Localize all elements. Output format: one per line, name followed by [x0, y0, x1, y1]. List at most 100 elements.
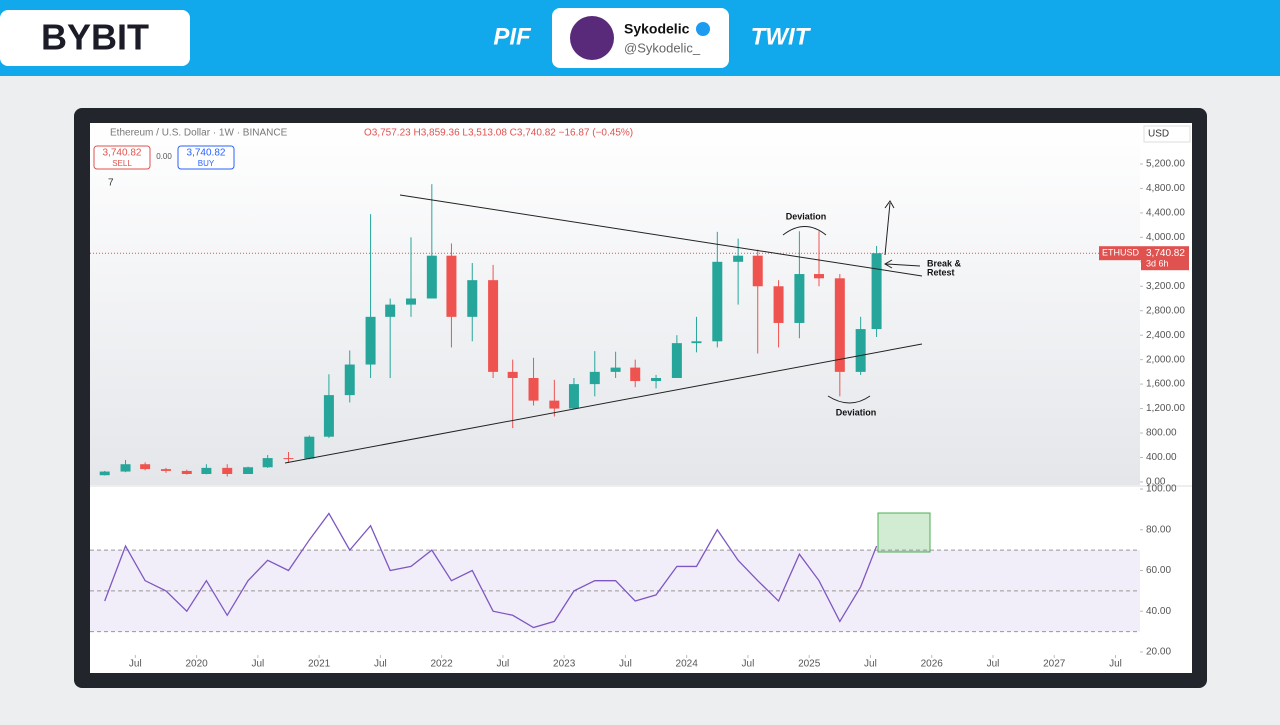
- y-tick-label: 4,800.00: [1146, 183, 1185, 194]
- x-tick-label: 2020: [185, 659, 208, 670]
- x-tick-label: 2023: [553, 659, 576, 670]
- candle-body: [855, 329, 866, 372]
- highlight-box: [877, 512, 931, 553]
- candle-body: [871, 253, 882, 330]
- x-tick-label: Jul: [864, 659, 877, 670]
- tag: PIF: [493, 23, 532, 50]
- y-tick-label: 2,400.00: [1146, 330, 1185, 341]
- candle-body: [773, 286, 784, 323]
- candle-body: [733, 255, 744, 262]
- y-tick-label: 1,600.00: [1146, 379, 1185, 390]
- y-tick-label: 2,800.00: [1146, 305, 1185, 316]
- y-tick-label: 20.00: [1146, 647, 1171, 658]
- annotation: Deviation: [786, 211, 827, 221]
- y-tick-label: 5,200.00: [1146, 159, 1185, 170]
- candle-body: [589, 371, 600, 385]
- indicator-count: 7: [108, 178, 114, 189]
- tag: TWIT: [751, 23, 812, 50]
- x-tick-label: Jul: [619, 659, 632, 670]
- candle-body: [99, 471, 110, 476]
- buy-button[interactable]: [177, 145, 235, 170]
- candle-body: [794, 274, 805, 323]
- y-tick-label: 2,000.00: [1146, 354, 1185, 365]
- arc: [827, 395, 871, 404]
- countdown: 3d 6h: [1146, 259, 1169, 269]
- trendline: [399, 194, 923, 277]
- rsi-line: [104, 512, 878, 629]
- candle-body: [507, 371, 518, 378]
- candle-body: [467, 280, 478, 317]
- candle-body: [671, 343, 682, 378]
- candle-body: [385, 304, 396, 317]
- x-tick-label: 2021: [308, 659, 331, 670]
- logo-box: [0, 10, 190, 66]
- candle-body: [528, 377, 539, 401]
- user-handle: @Sykodelic_: [624, 40, 701, 55]
- user-name: Sykodelic: [624, 21, 690, 37]
- spread: 0.00: [156, 152, 172, 161]
- trendline: [284, 343, 923, 464]
- y-tick-label: 40.00: [1146, 606, 1171, 617]
- sell-price: 3,740.82: [103, 148, 142, 159]
- candle-body: [283, 458, 294, 460]
- candle-body: [344, 364, 355, 396]
- candle-body: [610, 367, 621, 372]
- y-tick-label: 3,200.00: [1146, 281, 1185, 292]
- sell-button[interactable]: [93, 145, 151, 170]
- candle-body: [323, 395, 334, 437]
- price-tag: [1099, 246, 1141, 261]
- candle-body: [262, 458, 273, 468]
- verified: [696, 22, 710, 36]
- y-tick-label: 800.00: [1146, 428, 1177, 439]
- buy-price: 3,740.82: [187, 148, 226, 159]
- annotation: Retest: [927, 267, 955, 277]
- avatar: [570, 16, 614, 60]
- arc: [782, 226, 827, 236]
- candle-body: [834, 278, 845, 372]
- y-tick-label: 60.00: [1146, 565, 1171, 576]
- candle-body: [813, 274, 824, 279]
- candle-body: [365, 316, 376, 365]
- candle-body: [120, 464, 131, 472]
- x-tick-label: 2025: [798, 659, 821, 670]
- y-tick-label: 80.00: [1146, 524, 1171, 535]
- ohlc-legend: O3,757.23 H3,859.36 L3,513.08 C3,740.82 …: [364, 128, 633, 139]
- candle-body: [568, 384, 579, 409]
- candle-body: [651, 377, 662, 382]
- candle-body: [201, 467, 212, 474]
- annotation: Deviation: [836, 407, 877, 417]
- x-tick-label: Jul: [987, 659, 1000, 670]
- x-tick-label: Jul: [496, 659, 509, 670]
- currency-select[interactable]: [1143, 125, 1191, 143]
- symbol-tag: ETHUSD: [1102, 248, 1140, 258]
- candle-body: [140, 464, 151, 470]
- annotation: Break &: [927, 258, 962, 268]
- x-tick-label: 2022: [431, 659, 454, 670]
- y-tick-label: 1,200.00: [1146, 403, 1185, 414]
- candle-body: [488, 280, 499, 372]
- candle-body: [549, 400, 560, 409]
- x-tick-label: Jul: [1109, 659, 1122, 670]
- x-tick-label: Jul: [374, 659, 387, 670]
- x-tick-label: 2026: [921, 659, 944, 670]
- price-pane: [90, 123, 1140, 485]
- candle-body: [630, 367, 641, 382]
- y-tick-label: 0.00: [1146, 477, 1166, 488]
- candle-body: [160, 469, 171, 471]
- candle-body: [752, 255, 763, 287]
- candle-body: [446, 255, 457, 317]
- currency: USD: [1148, 129, 1169, 140]
- symbol: Ethereum / U.S. Dollar · 1W · BINANCE: [110, 128, 288, 139]
- x-tick-label: Jul: [742, 659, 755, 670]
- arrow: [883, 259, 921, 269]
- candle-body: [222, 467, 233, 474]
- last-price-label: 3,740.82: [1146, 248, 1185, 259]
- x-tick-label: Jul: [251, 659, 264, 670]
- candle-body: [304, 436, 315, 459]
- y-tick-label: 4,400.00: [1146, 208, 1185, 219]
- x-tick-label: 2024: [676, 659, 699, 670]
- sell-label: SELL: [112, 159, 132, 168]
- candle-body: [181, 470, 192, 474]
- y-tick-label: 4,000.00: [1146, 232, 1185, 243]
